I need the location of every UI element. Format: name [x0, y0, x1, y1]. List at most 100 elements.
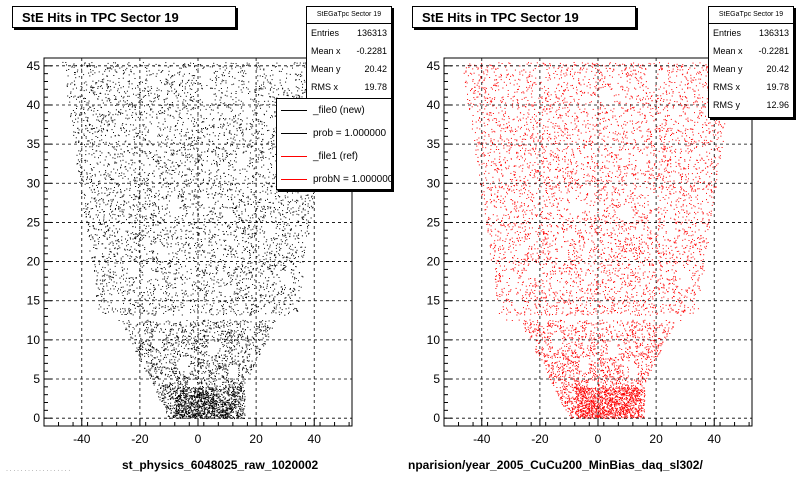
hit-point	[125, 130, 127, 132]
hit-point	[284, 265, 286, 266]
hit-point	[148, 95, 150, 97]
hit-point	[297, 310, 299, 312]
hit-point	[229, 103, 231, 105]
hit-point	[87, 176, 88, 178]
hit-point	[246, 293, 248, 295]
hit-point	[94, 91, 96, 93]
hit-point	[97, 214, 99, 216]
hit-point	[146, 232, 148, 234]
hit-point	[222, 384, 224, 385]
hit-point	[153, 97, 155, 99]
hit-point	[169, 361, 171, 363]
hit-point	[222, 364, 224, 366]
hit-point	[246, 348, 248, 350]
hit-point	[214, 226, 216, 228]
hit-point	[276, 238, 278, 240]
hit-point	[210, 87, 211, 89]
hit-point	[92, 225, 94, 227]
hit-point	[174, 226, 176, 228]
hit-point	[196, 90, 198, 92]
hit-point	[118, 241, 120, 243]
hit-point	[185, 152, 186, 154]
hit-point	[252, 175, 254, 177]
hit-point	[173, 374, 175, 376]
hit-point	[165, 78, 167, 80]
hit-point	[256, 225, 258, 227]
hit-point	[293, 273, 295, 275]
hit-point	[208, 144, 210, 146]
hit-point	[167, 285, 169, 287]
hit-point	[132, 278, 134, 280]
hit-point	[230, 234, 232, 236]
hit-point	[260, 150, 262, 152]
hit-point	[110, 302, 112, 304]
hit-point	[150, 189, 152, 191]
hit-point	[190, 178, 191, 180]
hit-point	[177, 251, 179, 252]
hit-point	[262, 175, 264, 177]
hit-point	[280, 202, 282, 204]
hit-point	[163, 403, 165, 405]
hit-point	[174, 337, 176, 339]
hit-point	[247, 165, 249, 167]
hit-point	[115, 240, 117, 242]
hit-point	[242, 133, 244, 135]
hit-point	[208, 383, 210, 385]
hit-point	[225, 80, 227, 82]
hit-point	[230, 405, 231, 407]
hit-point	[150, 351, 152, 353]
hit-point	[89, 64, 91, 66]
hit-point	[164, 278, 165, 280]
hit-point	[252, 269, 254, 271]
hit-point	[271, 115, 273, 117]
hit-point	[204, 218, 206, 220]
hit-point	[102, 270, 104, 272]
hit-point	[165, 368, 167, 370]
hit-point	[216, 267, 218, 269]
hit-point	[192, 293, 194, 295]
hit-point	[267, 206, 269, 208]
hit-point	[256, 326, 258, 327]
hit-point	[190, 361, 192, 362]
hit-point	[297, 220, 299, 222]
hit-point	[118, 101, 120, 103]
hit-point	[271, 271, 273, 272]
hit-point	[224, 404, 226, 406]
hit-point	[189, 406, 191, 408]
hit-point	[265, 313, 267, 315]
hit-point	[194, 311, 196, 313]
hit-point	[248, 226, 250, 228]
hit-point	[140, 276, 141, 278]
hit-point	[139, 223, 141, 225]
hit-point	[202, 322, 204, 324]
hit-point	[233, 211, 234, 213]
hit-point	[275, 227, 277, 229]
hit-point	[175, 168, 177, 170]
hit-point	[194, 242, 196, 244]
hit-point	[193, 77, 195, 79]
hit-point	[251, 336, 253, 338]
hit-point	[97, 119, 99, 121]
hit-point	[170, 413, 172, 414]
hit-point	[134, 180, 136, 182]
hit-point	[132, 66, 134, 68]
hit-point	[206, 215, 208, 216]
hit-point	[235, 206, 237, 208]
hit-point	[209, 387, 211, 389]
hit-point	[134, 307, 136, 309]
hit-point	[249, 198, 251, 200]
hit-point	[238, 114, 240, 116]
hit-point	[212, 389, 214, 390]
hit-point	[214, 176, 216, 177]
hit-point	[234, 160, 235, 162]
hit-point	[92, 208, 94, 209]
hit-point	[202, 142, 203, 144]
hit-point	[233, 381, 235, 383]
hit-point	[171, 162, 173, 164]
hit-point	[214, 99, 216, 101]
hit-point	[199, 250, 201, 252]
hit-point	[182, 296, 184, 298]
hit-point	[145, 228, 147, 230]
hit-point	[210, 105, 212, 106]
hit-point	[241, 270, 243, 272]
